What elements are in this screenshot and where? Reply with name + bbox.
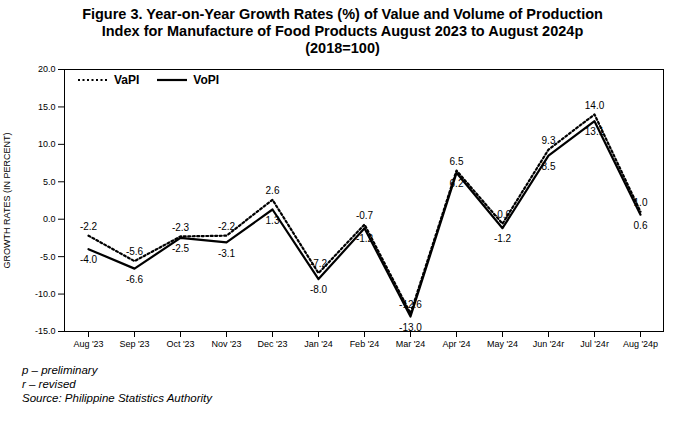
html-text:p – preliminary: p – preliminary: [22, 364, 98, 376]
svg-text:-2.5: -2.5: [172, 243, 190, 254]
svg-text:-7.2: -7.2: [310, 258, 328, 269]
svg-text:Dec '23: Dec '23: [257, 339, 287, 349]
html-text:Source: Philippine Statistics: Source: Philippine Statistics Authority: [22, 392, 213, 404]
svg-text:May '24: May '24: [487, 339, 518, 349]
svg-text:-0.6: -0.6: [494, 209, 512, 220]
svg-text:5.0: 5.0: [43, 177, 56, 187]
svg-text:-10.0: -10.0: [35, 289, 56, 299]
svg-text:-2.2: -2.2: [80, 221, 98, 232]
svg-text:1.0: 1.0: [634, 197, 648, 208]
svg-text:Apr '24: Apr '24: [442, 339, 470, 349]
svg-text:2.6: 2.6: [266, 185, 280, 196]
svg-text:-4.0: -4.0: [80, 254, 98, 265]
svg-text:-1.2: -1.2: [494, 233, 512, 244]
svg-text:0.6: 0.6: [634, 220, 648, 231]
svg-text:-0.7: -0.7: [356, 210, 374, 221]
svg-text:Aug '24p: Aug '24p: [623, 339, 658, 349]
svg-text:15.0: 15.0: [38, 102, 56, 112]
svg-text:20.0: 20.0: [38, 64, 56, 74]
svg-text:10.0: 10.0: [38, 139, 56, 149]
svg-text:-12.6: -12.6: [399, 299, 422, 310]
svg-text:Jan '24: Jan '24: [304, 339, 333, 349]
svg-text:-15.0: -15.0: [35, 326, 56, 336]
html-text:r – revised: r – revised: [22, 378, 76, 390]
svg-text:-13.0: -13.0: [399, 322, 422, 333]
svg-text:1.3: 1.3: [266, 215, 280, 226]
svg-text:-3.1: -3.1: [218, 248, 236, 259]
svg-text:Sep '23: Sep '23: [119, 339, 149, 349]
svg-text:Jul '24r: Jul '24r: [580, 339, 609, 349]
svg-text:-2.3: -2.3: [172, 222, 190, 233]
svg-text:0.0: 0.0: [43, 214, 56, 224]
svg-text:-8.0: -8.0: [310, 284, 328, 295]
svg-text:-1.2: -1.2: [356, 233, 374, 244]
svg-text:14.0: 14.0: [585, 100, 605, 111]
html-text:VaPI: VaPI: [114, 73, 140, 87]
svg-text:6.5: 6.5: [450, 156, 464, 167]
svg-text:Mar '24: Mar '24: [396, 339, 426, 349]
svg-text:Oct '23: Oct '23: [166, 339, 194, 349]
svg-text:Jun '24r: Jun '24r: [533, 339, 565, 349]
svg-text:Aug '23: Aug '23: [73, 339, 103, 349]
svg-text:13.1: 13.1: [585, 126, 605, 137]
svg-text:8.5: 8.5: [542, 161, 556, 172]
svg-text:9.3: 9.3: [542, 135, 556, 146]
svg-text:GROWTH RATES (IN PERCENT): GROWTH RATES (IN PERCENT): [2, 133, 12, 269]
html-text:VoPI: VoPI: [193, 73, 220, 87]
svg-text:-6.6: -6.6: [126, 274, 144, 285]
svg-text:-2.2: -2.2: [218, 221, 236, 232]
svg-text:-5.0: -5.0: [40, 252, 56, 262]
html-text:Figure 3. Year-on-Year Growth: Figure 3. Year-on-Year Growth Rates (%) …: [82, 6, 603, 56]
svg-text:Feb '24: Feb '24: [350, 339, 380, 349]
svg-text:Nov '23: Nov '23: [211, 339, 241, 349]
svg-text:6.2: 6.2: [450, 178, 464, 189]
svg-text:-5.6: -5.6: [126, 246, 144, 257]
